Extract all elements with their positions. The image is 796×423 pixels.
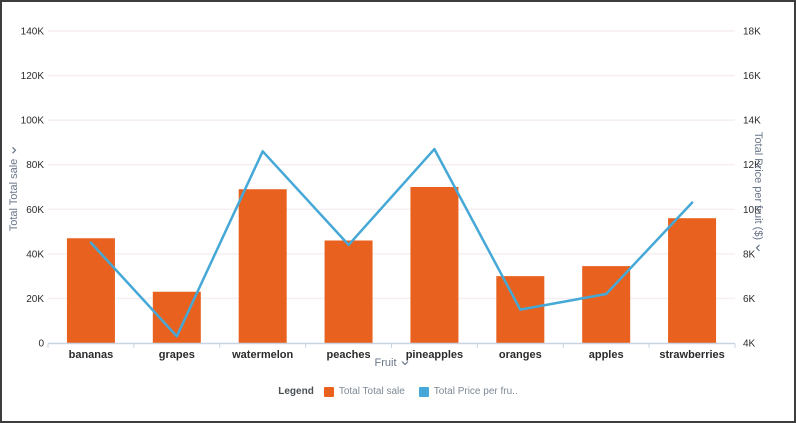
- x-axis-title-label: Fruit: [374, 357, 397, 369]
- category-label-pineapples: pineapples: [406, 349, 463, 361]
- x-axis-title: Fruit: [48, 357, 735, 369]
- category-label-strawberries: strawberries: [659, 349, 724, 361]
- category-label-bananas: bananas: [69, 349, 114, 361]
- left-axis-tick-label: 40K: [26, 249, 44, 260]
- chevron-down-icon: [12, 147, 17, 155]
- bar-bananas[interactable]: [66, 238, 115, 343]
- right-axis-tick-label: 18K: [743, 27, 761, 38]
- chevron-down-icon: [755, 244, 760, 252]
- left-axis-tick-label: 120K: [21, 71, 45, 82]
- legend-item-1[interactable]: Total Price per fru..: [418, 386, 518, 397]
- category-label-apples: apples: [589, 349, 624, 361]
- legend: Legend Total Total sale Total Price per f…: [2, 386, 794, 397]
- chevron-down-icon: [401, 361, 408, 366]
- category-label-watermelon: watermelon: [231, 349, 293, 361]
- category-label-oranges: oranges: [499, 349, 542, 361]
- right-axis-tick-label: 14K: [743, 116, 761, 127]
- legend-item-0[interactable]: Total Total sale: [323, 386, 405, 397]
- left-axis-tick-label: 140K: [21, 27, 45, 38]
- legend-swatch: [418, 386, 429, 397]
- right-axis-title[interactable]: Total Price per fruit ($): [752, 132, 764, 252]
- left-axis-tick-label: 80K: [26, 160, 44, 171]
- bar-apples[interactable]: [582, 266, 631, 343]
- left-axis-tick-label: 20K: [26, 294, 44, 305]
- legend-label: Legend: [278, 386, 314, 397]
- legend-items: Total Total sale Total Price per fru..: [323, 386, 518, 397]
- left-axis-title-label: Total Total sale: [8, 158, 20, 232]
- left-axis-title[interactable]: Total Total sale: [8, 147, 20, 232]
- right-axis-tick-label: 12K: [743, 160, 761, 171]
- bar-watermelon[interactable]: [238, 189, 287, 343]
- left-axis-tick-label: 60K: [26, 205, 44, 216]
- bar-strawberries[interactable]: [668, 218, 717, 343]
- x-axis-title-control[interactable]: Fruit: [375, 357, 409, 369]
- right-axis-tick-label: 8K: [743, 249, 756, 260]
- left-axis-tick-label: 100K: [21, 116, 45, 127]
- category-label-peaches: peaches: [327, 349, 371, 361]
- right-axis-title-label: Total Price per fruit ($): [752, 131, 764, 241]
- legend-item-label: Total Price per fru..: [433, 386, 518, 397]
- legend-swatch: [323, 386, 334, 397]
- bar-pineapples[interactable]: [410, 187, 459, 343]
- right-axis-tick-label: 10K: [743, 205, 761, 216]
- right-axis-tick-label: 16K: [743, 71, 761, 82]
- right-axis-tick-label: 6K: [743, 294, 756, 305]
- category-label-grapes: grapes: [159, 349, 195, 361]
- price-line-series[interactable]: [89, 147, 694, 338]
- legend-item-label: Total Total sale: [338, 386, 405, 397]
- bar-peaches[interactable]: [324, 240, 373, 343]
- left-axis-tick-label: 0: [38, 339, 44, 350]
- right-axis-tick-label: 4K: [743, 339, 756, 350]
